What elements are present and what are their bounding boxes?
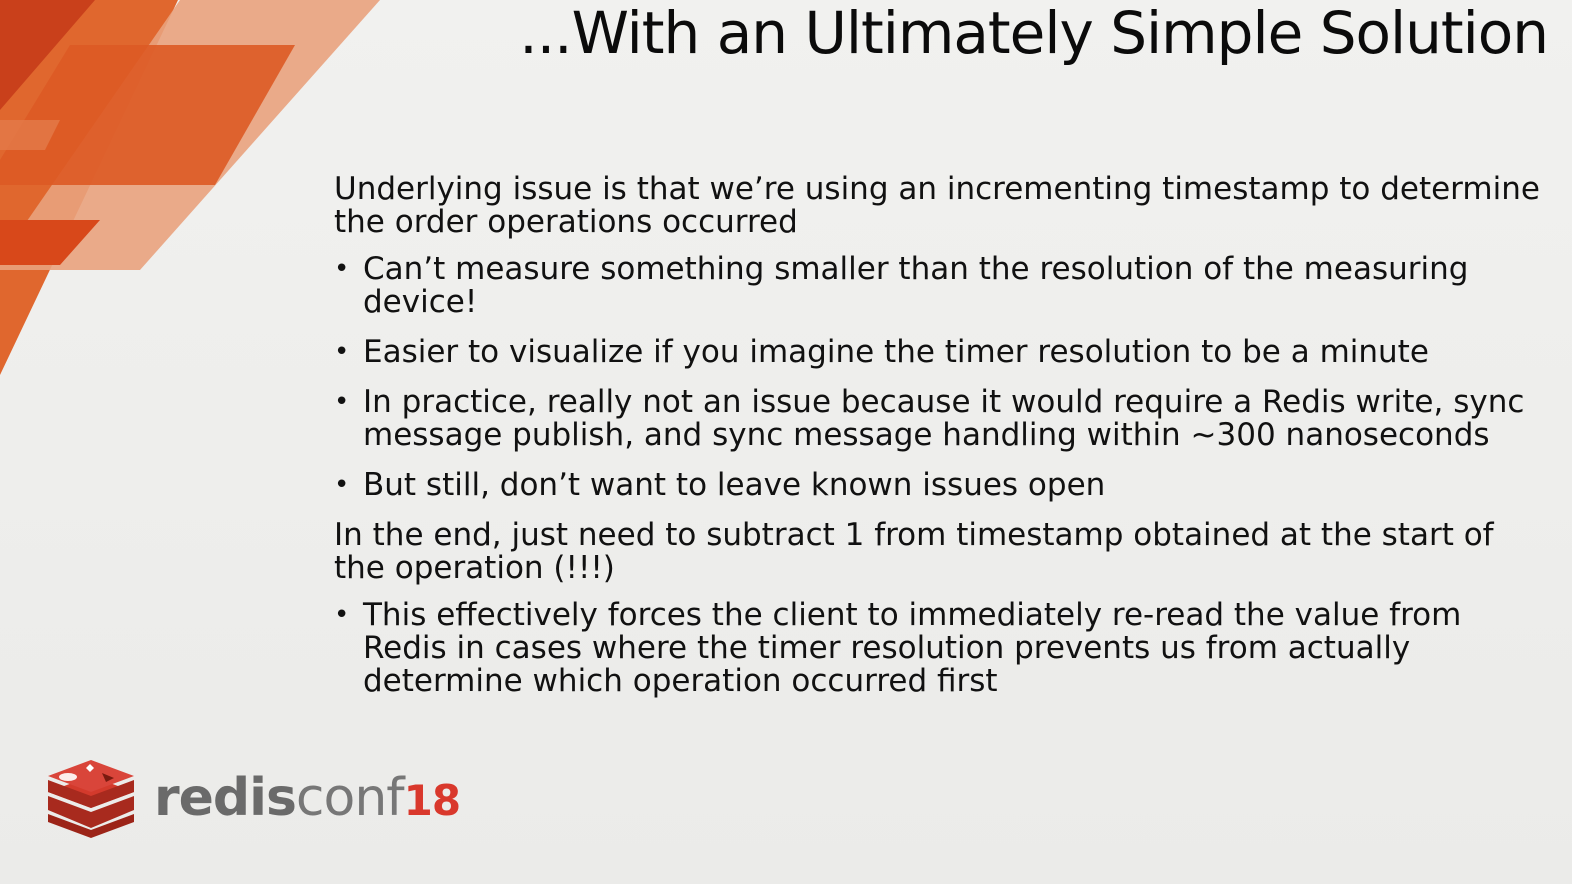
bullet-item: This effectively forces the client to im… <box>334 599 1544 698</box>
decorative-stripes <box>0 0 380 375</box>
slide-title: ...With an Ultimately Simple Solution <box>519 0 1549 67</box>
logo-text-conf: conf <box>295 767 405 828</box>
redisconf-logo: redisconf18 <box>46 760 461 838</box>
bullet-item: In practice, really not an issue because… <box>334 386 1544 452</box>
redisconf-wordmark: redisconf18 <box>154 767 461 831</box>
bullet-item: Can’t measure something smaller than the… <box>334 253 1544 319</box>
conclusion-paragraph: In the end, just need to subtract 1 from… <box>334 517 1494 586</box>
bullet-item: Easier to visualize if you imagine the t… <box>334 336 1544 370</box>
logo-text-year: 18 <box>403 775 461 825</box>
logo-text-redis: redis <box>154 767 297 828</box>
slide-content: Underlying issue is that we’re using an … <box>334 173 1544 715</box>
redis-logo-icon <box>48 760 134 838</box>
bullet-list-2: This effectively forces the client to im… <box>334 599 1544 698</box>
bullet-list-1: Can’t measure something smaller than the… <box>334 253 1544 503</box>
bullet-item: But still, don’t want to leave known iss… <box>334 469 1544 503</box>
intro-paragraph: Underlying issue is that we’re using an … <box>334 171 1540 240</box>
